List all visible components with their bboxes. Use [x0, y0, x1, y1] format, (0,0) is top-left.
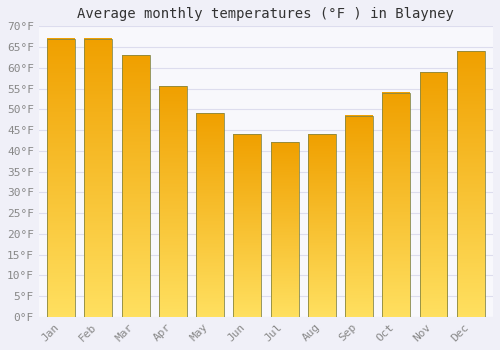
- Bar: [47, 39, 75, 317]
- Bar: [196, 113, 224, 317]
- Bar: [159, 86, 187, 317]
- Bar: [234, 134, 262, 317]
- Bar: [420, 72, 448, 317]
- Bar: [345, 116, 373, 317]
- Bar: [122, 55, 150, 317]
- Bar: [84, 39, 112, 317]
- Bar: [270, 142, 298, 317]
- Bar: [308, 134, 336, 317]
- Bar: [382, 93, 410, 317]
- Bar: [457, 51, 484, 317]
- Title: Average monthly temperatures (°F ) in Blayney: Average monthly temperatures (°F ) in Bl…: [78, 7, 454, 21]
